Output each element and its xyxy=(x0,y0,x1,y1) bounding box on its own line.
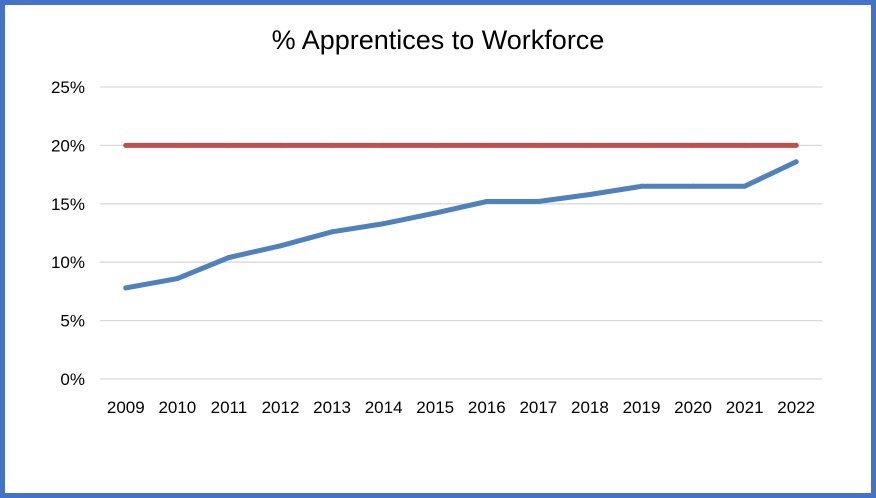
data-point xyxy=(381,221,387,227)
data-point xyxy=(432,210,438,216)
data-point xyxy=(484,142,490,148)
x-tick-label: 2012 xyxy=(262,398,300,417)
data-point xyxy=(639,142,644,148)
y-tick-label: 10% xyxy=(51,253,85,272)
data-point xyxy=(587,191,593,197)
data-point xyxy=(535,142,541,148)
data-point xyxy=(587,142,593,148)
x-tick-label: 2019 xyxy=(623,398,661,417)
x-tick-label: 2013 xyxy=(313,398,351,417)
series-lines xyxy=(123,142,799,291)
y-tick-label: 25% xyxy=(51,78,85,97)
y-tick-label: 0% xyxy=(60,370,85,389)
series-line-0 xyxy=(123,159,799,291)
y-tick-label: 15% xyxy=(51,195,85,214)
data-point xyxy=(123,285,129,291)
x-tick-label: 2014 xyxy=(365,398,403,417)
data-point xyxy=(484,198,490,204)
data-point xyxy=(278,142,283,148)
data-point xyxy=(226,255,232,261)
data-point xyxy=(381,142,387,148)
x-tick-label: 2020 xyxy=(674,398,712,417)
x-tick-label: 2015 xyxy=(416,398,454,417)
data-point xyxy=(329,229,335,235)
y-axis-labels: 0% 5% 10% 15% 20% 25% xyxy=(51,78,85,389)
data-point xyxy=(123,142,129,148)
data-point xyxy=(742,183,748,189)
data-point xyxy=(742,142,748,148)
data-point xyxy=(793,142,799,148)
x-tick-label: 2010 xyxy=(158,398,196,417)
y-tick-label: 5% xyxy=(60,312,85,331)
data-point xyxy=(535,198,541,204)
x-tick-label: 2011 xyxy=(211,398,248,417)
chart-title: % Apprentices to Workforce xyxy=(272,25,605,55)
x-tick-label: 2017 xyxy=(519,398,557,417)
data-point xyxy=(329,142,335,148)
data-point xyxy=(174,276,180,282)
x-tick-label: 2009 xyxy=(107,398,145,417)
y-tick-label: 20% xyxy=(51,136,85,155)
data-point xyxy=(226,142,232,148)
data-point xyxy=(278,243,283,249)
gridlines xyxy=(100,86,822,380)
x-tick-label: 2016 xyxy=(468,398,506,417)
data-point xyxy=(174,142,180,148)
x-tick-label: 2018 xyxy=(571,398,609,417)
x-tick-label: 2022 xyxy=(777,398,815,417)
data-point xyxy=(690,183,696,189)
data-point xyxy=(432,142,438,148)
data-point xyxy=(793,159,799,165)
x-axis-labels: 2009 2010 2011 2012 2013 2014 2015 2016 2017 2018… xyxy=(107,398,815,417)
x-tick-label: 2021 xyxy=(726,398,764,417)
data-point xyxy=(690,142,696,148)
data-point xyxy=(639,183,644,189)
